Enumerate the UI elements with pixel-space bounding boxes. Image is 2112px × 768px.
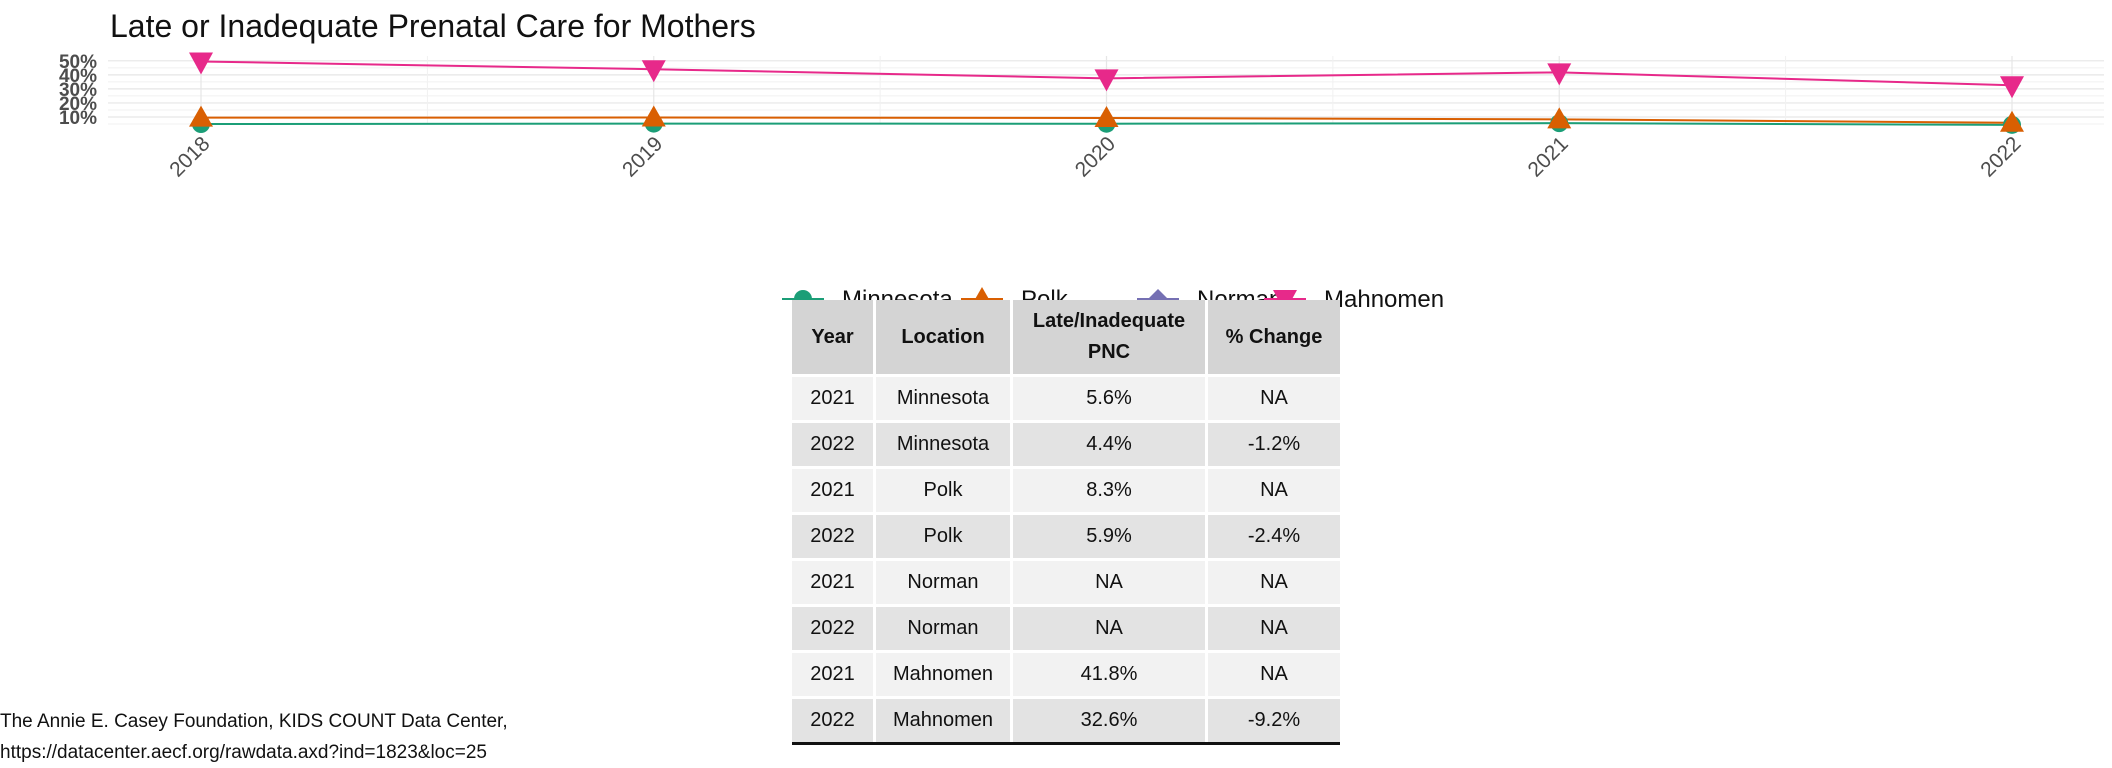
cell-location: Polk <box>876 466 1013 512</box>
prenatal-care-table: Year Location Late/Inadequate PNC % Chang… <box>792 300 1340 745</box>
cell-year: 2022 <box>792 420 876 466</box>
cell-change: NA <box>1208 466 1340 512</box>
x-tick-label: 2021 <box>1523 132 1572 181</box>
cell-change: NA <box>1208 604 1340 650</box>
y-tick-label: 20% <box>59 94 97 115</box>
cell-change: NA <box>1208 558 1340 604</box>
cell-location: Minnesota <box>876 374 1013 420</box>
x-tick-label: 2022 <box>1976 132 2025 181</box>
source-line-2: https://datacenter.aecf.org/rawdata.axd?… <box>0 742 487 763</box>
header-pnc-line2: PNC <box>1087 341 1131 363</box>
header-pnc-line1: Late/Inadequate <box>1032 310 1186 332</box>
cell-pnc: 8.3% <box>1013 466 1208 512</box>
table-header-row: Year Location Late/Inadequate PNC % Chang… <box>792 300 1340 374</box>
polk-point <box>189 105 213 127</box>
cell-year: 2021 <box>792 558 876 604</box>
cell-pnc: 5.6% <box>1013 374 1208 420</box>
y-tick-label: 10% <box>59 108 97 129</box>
source-line-1: The Annie E. Casey Foundation, KIDS COUN… <box>0 711 508 732</box>
cell-year: 2022 <box>792 512 876 558</box>
cell-change: -1.2% <box>1208 420 1340 466</box>
cell-location: Norman <box>876 604 1013 650</box>
y-axis-ticks: 10%20%30%40%50% <box>59 52 97 129</box>
polk-point <box>641 105 666 127</box>
mahnomen-point <box>641 60 666 83</box>
cell-location: Polk <box>876 512 1013 558</box>
series-markers <box>189 52 2024 134</box>
header-year: Year <box>792 300 876 374</box>
table-row: 2022 Norman NA NA <box>792 604 1340 650</box>
cell-year: 2021 <box>792 650 876 696</box>
cell-change: -2.4% <box>1208 512 1340 558</box>
legend-label-mahnomen: Mahnomen <box>1324 286 1444 313</box>
chart-title: Late or Inadequate Prenatal Care for Mot… <box>110 8 756 44</box>
header-change: % Change <box>1208 300 1340 374</box>
cell-pnc: 32.6% <box>1013 696 1208 742</box>
table-row: 2021 Mahnomen 41.8% NA <box>792 650 1340 696</box>
cell-change: NA <box>1208 374 1340 420</box>
mahnomen-point <box>2000 76 2024 99</box>
mahnomen-point <box>1094 69 1119 92</box>
cell-location: Mahnomen <box>876 696 1013 742</box>
source-note: The Annie E. Casey Foundation, KIDS COUN… <box>0 706 508 768</box>
header-pnc: Late/Inadequate PNC <box>1013 300 1208 374</box>
polk-point <box>2000 110 2024 132</box>
cell-location: Norman <box>876 558 1013 604</box>
table-row: 2021 Norman NA NA <box>792 558 1340 604</box>
x-axis-ticks: 2018 2019 2020 2021 2022 <box>165 132 2025 181</box>
cell-pnc: NA <box>1013 604 1208 650</box>
cell-year: 2021 <box>792 466 876 512</box>
mahnomen-point <box>189 52 213 75</box>
cell-pnc: 4.4% <box>1013 420 1208 466</box>
mahnomen-point <box>1547 63 1572 86</box>
cell-pnc: 41.8% <box>1013 650 1208 696</box>
x-tick-label: 2018 <box>165 132 214 181</box>
y-tick-label: 30% <box>59 80 97 101</box>
table-row: 2022 Mahnomen 32.6% -9.2% <box>792 696 1340 742</box>
cell-year: 2022 <box>792 604 876 650</box>
cell-change: -9.2% <box>1208 696 1340 742</box>
cell-year: 2022 <box>792 696 876 742</box>
table-row: 2022 Minnesota 4.4% -1.2% <box>792 420 1340 466</box>
cell-location: Minnesota <box>876 420 1013 466</box>
y-tick-label: 40% <box>59 66 97 87</box>
cell-pnc: NA <box>1013 558 1208 604</box>
header-location: Location <box>876 300 1013 374</box>
x-tick-label: 2020 <box>1071 132 1120 181</box>
x-tick-label: 2019 <box>618 132 667 181</box>
polk-point <box>1094 105 1119 127</box>
table-row: 2021 Minnesota 5.6% NA <box>792 374 1340 420</box>
cell-year: 2021 <box>792 374 876 420</box>
table-row: 2021 Polk 8.3% NA <box>792 466 1340 512</box>
polk-point <box>1547 107 1572 129</box>
cell-pnc: 5.9% <box>1013 512 1208 558</box>
cell-location: Mahnomen <box>876 650 1013 696</box>
y-tick-label: 50% <box>59 52 97 73</box>
table-row: 2022 Polk 5.9% -2.4% <box>792 512 1340 558</box>
cell-change: NA <box>1208 650 1340 696</box>
